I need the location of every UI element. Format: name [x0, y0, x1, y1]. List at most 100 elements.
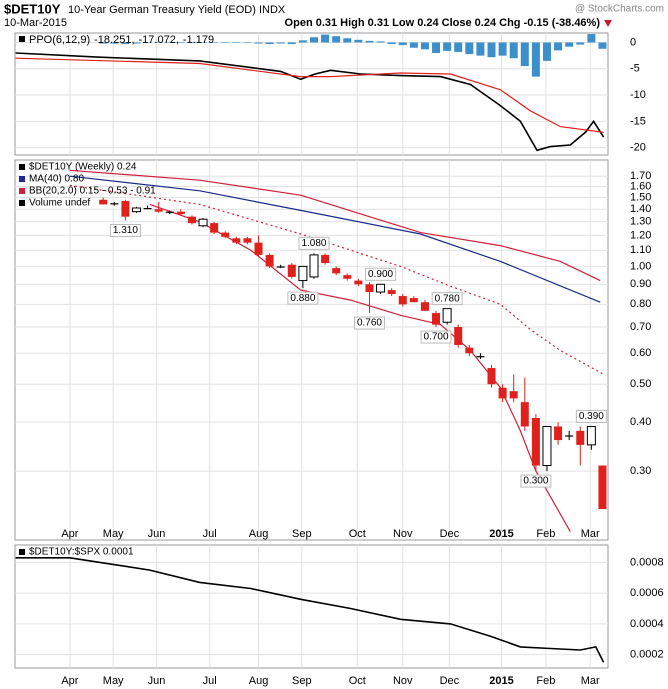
candle-body — [376, 283, 386, 293]
histogram-bar — [343, 38, 352, 43]
histogram-bar — [232, 42, 241, 43]
candle-body — [598, 465, 607, 510]
histogram-bar — [176, 42, 185, 43]
x-tick-label: 2015 — [489, 528, 513, 540]
x-tick-label: Jul — [203, 528, 217, 540]
legend-swatch — [19, 188, 25, 194]
histogram-bar — [354, 39, 363, 43]
candle-body — [465, 347, 474, 354]
y-tick-label: 0.0008 — [630, 556, 664, 568]
histogram-bar — [476, 42, 485, 56]
x-tick-label: Feb — [536, 528, 555, 540]
candle-body — [165, 211, 174, 213]
y-tick-label: -5 — [630, 63, 640, 75]
legend-entry: MA(40) 0.80 — [29, 174, 84, 185]
x-tick-label: Oct — [349, 528, 366, 540]
legend-entry: -1.179 — [183, 34, 214, 46]
y-tick-label: 0.70 — [630, 321, 651, 333]
annotation-box — [575, 409, 607, 423]
candle-body — [154, 209, 163, 212]
date: 10-Mar-2015 — [4, 17, 67, 29]
candle-body — [554, 426, 563, 441]
legend-entry: BB(20,2.0) 0.15 - 0.53 - 0.91 — [29, 186, 156, 197]
panel — [14, 159, 609, 541]
watermark: @ StockCharts.com — [575, 4, 664, 15]
histogram-bar — [420, 42, 429, 50]
legend-swatch — [19, 176, 25, 182]
candle-body — [343, 275, 352, 279]
candle-body — [176, 211, 185, 215]
security-name: 10-Year German Treasury Yield (EOD) INDX — [68, 4, 286, 16]
y-tick-label: -15 — [630, 115, 646, 127]
candle-body — [586, 425, 596, 446]
histogram-bar — [465, 42, 474, 55]
annotation-box — [109, 224, 141, 238]
annotation: 0.780 — [435, 293, 460, 304]
candle-body — [520, 402, 529, 427]
candle-body — [143, 207, 152, 210]
histogram-bar — [265, 42, 274, 45]
candle-body — [187, 216, 196, 224]
candle-body — [232, 238, 241, 243]
line — [69, 169, 601, 282]
annotation-box — [365, 267, 397, 281]
x-tick-label: Feb — [536, 675, 555, 687]
x-tick-label: Oct — [349, 675, 366, 687]
histogram-bar — [387, 42, 396, 45]
histogram-bar — [154, 41, 163, 43]
candle-body — [565, 435, 574, 437]
y-tick-label: 0.50 — [630, 378, 651, 390]
histogram-bar — [110, 42, 119, 44]
histogram-bar — [254, 42, 263, 44]
annotation: 0.390 — [579, 411, 604, 422]
candle-body — [287, 264, 296, 277]
line — [15, 57, 604, 133]
quote: Open 0.31 High 0.31 Low 0.24 Close 0.24 … — [285, 17, 601, 29]
line — [149, 203, 571, 532]
histogram-bar — [542, 42, 551, 61]
candle-body — [509, 391, 518, 399]
histogram-bar — [199, 42, 208, 43]
plot — [15, 160, 608, 540]
histogram-bar — [565, 42, 574, 47]
y-tick-label: 1.10 — [630, 244, 651, 256]
y-tick-label: 1.40 — [630, 203, 651, 215]
legend-label: PPO(6,12,9) — [29, 34, 90, 46]
histogram-bar — [498, 42, 507, 56]
candle-body — [254, 242, 263, 255]
line — [69, 175, 601, 303]
annotation: 0.700 — [424, 332, 449, 343]
candle-body — [110, 203, 119, 205]
histogram-bar — [332, 36, 341, 43]
candle-body — [298, 265, 308, 282]
y-tick-label: 1.20 — [630, 229, 651, 241]
histogram-bar — [520, 42, 529, 67]
annotation: 0.300 — [523, 476, 548, 487]
annotation-box — [353, 316, 385, 330]
x-tick-label: Apr — [61, 528, 78, 540]
x-tick-label: May — [103, 675, 124, 687]
candle-body — [432, 313, 441, 325]
annotation-box — [520, 474, 552, 488]
histogram-bar — [165, 41, 174, 43]
candle-body — [476, 356, 485, 358]
candle-body — [576, 430, 585, 445]
candle-body — [131, 207, 141, 213]
panel — [14, 32, 609, 156]
annotation-box — [298, 236, 330, 250]
line — [15, 52, 605, 152]
x-tick-label: Apr — [61, 675, 78, 687]
y-tick-label: 0.60 — [630, 347, 651, 359]
histogram-bar — [376, 41, 385, 43]
y-tick-label: 0.0006 — [630, 587, 664, 599]
annotation: 1.080 — [301, 238, 326, 249]
y-tick-label: 0.80 — [630, 298, 651, 310]
histogram-bar — [598, 42, 607, 49]
y-tick-label: 1.70 — [630, 170, 651, 182]
x-tick-label: Sep — [292, 528, 312, 540]
histogram-bar — [221, 42, 230, 43]
legend-icon — [19, 36, 25, 42]
legend-swatch — [19, 164, 25, 170]
histogram-bar — [187, 42, 196, 43]
